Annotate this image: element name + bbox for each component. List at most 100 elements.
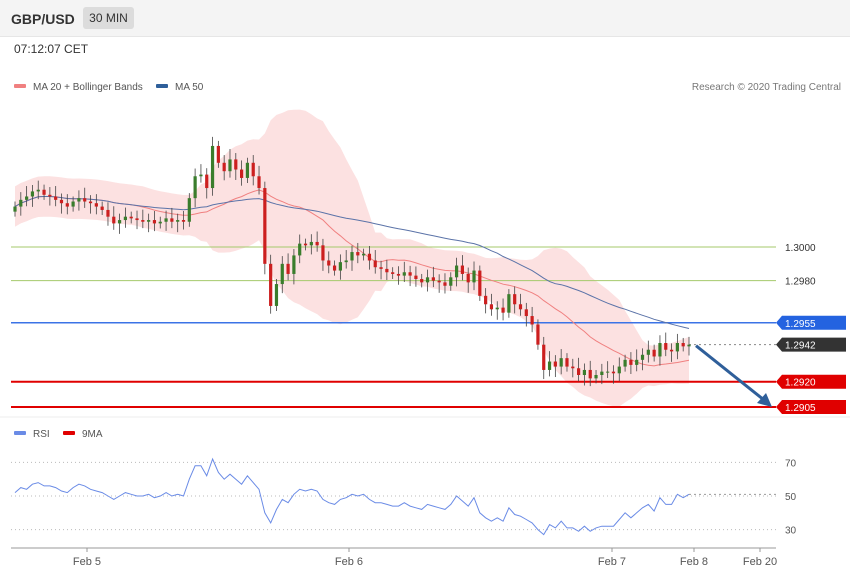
candle-body [547, 361, 552, 370]
candle-body [332, 265, 337, 271]
rsi-legend-label: RSI [33, 429, 50, 440]
candle-body [553, 361, 557, 367]
x-tick-label: Feb 20 [743, 556, 777, 568]
candle-body [478, 270, 482, 296]
candle-body [274, 284, 279, 306]
candle-body [269, 263, 273, 306]
level-tag-1.2942 [776, 337, 846, 352]
candle-body [129, 216, 133, 219]
candle-body [565, 358, 569, 367]
candle-body [257, 176, 261, 189]
candle-body [646, 349, 650, 355]
candle-body [158, 221, 162, 224]
candle-body [187, 198, 191, 222]
candle-body [234, 159, 238, 170]
candle-body [606, 371, 610, 373]
candle-body [94, 203, 98, 207]
candle-body [350, 252, 354, 261]
ma50-legend-label: MA 50 [175, 82, 204, 93]
candle-body [675, 342, 679, 352]
ma50-line [14, 196, 690, 329]
key-levels: 1.3000 1.2980 1.2955 1.2942 1.2920 1.2905 [11, 243, 846, 414]
candle-body [379, 267, 383, 269]
candle-body [623, 359, 627, 367]
level-label-1.2920: 1.2920 [785, 378, 816, 389]
candle-body [77, 198, 81, 202]
ma50-legend-swatch [156, 84, 168, 88]
level-label-1.2955: 1.2955 [785, 319, 816, 330]
candle-body [59, 199, 64, 204]
level-label-1.2905: 1.2905 [785, 403, 816, 414]
candle-body [164, 218, 168, 222]
candle-body [286, 263, 290, 274]
x-tick-label: Feb 7 [598, 556, 626, 568]
candle-body [640, 354, 645, 360]
candle-body [210, 145, 215, 189]
candle-body [65, 203, 69, 207]
candle-body [362, 253, 366, 256]
candle-body [687, 344, 691, 347]
candle-body [245, 162, 250, 178]
candle-body [19, 199, 23, 207]
candle-body [466, 273, 470, 283]
level-label-1.3000: 1.3000 [785, 243, 816, 254]
candle-body [443, 282, 447, 286]
candle-body [152, 220, 157, 224]
rsi-level-label-30: 30 [785, 526, 797, 537]
candle-body [170, 218, 174, 222]
candle-body [193, 176, 197, 199]
candle-body [106, 209, 110, 217]
candle-body [420, 278, 424, 283]
candle-body [54, 196, 58, 200]
candle-body [303, 243, 308, 246]
candle-body [542, 344, 546, 370]
candle-body [100, 206, 104, 210]
candle-body [658, 342, 662, 357]
candle-body [414, 275, 418, 279]
candle-body [292, 255, 296, 274]
credit-text: Research © 2020 Trading Central [692, 82, 841, 93]
candle-body [30, 191, 35, 197]
moving-averages [14, 189, 690, 367]
candle-body [460, 265, 464, 274]
candle-body [88, 201, 93, 204]
timeframe-button[interactable]: 30 MIN [83, 7, 134, 29]
chart-header-bar: GBP/USD 30 MIN [0, 0, 850, 37]
candle-body [48, 194, 52, 197]
rsi-line [14, 457, 690, 536]
candle-body [664, 342, 668, 350]
candle-body [431, 277, 435, 281]
candle-body [437, 280, 441, 283]
candle-body [571, 366, 575, 369]
candle-body [263, 188, 267, 264]
candle-body [117, 220, 122, 224]
candle-body [588, 369, 592, 379]
candle-body [507, 294, 511, 313]
candle-body [611, 371, 616, 374]
candle-body [629, 359, 633, 365]
candle-body [216, 145, 220, 163]
candle-body [36, 189, 40, 192]
candle-body [222, 162, 226, 172]
forecast-arrow [695, 344, 772, 407]
candle-body [518, 304, 523, 310]
candle-body [489, 304, 494, 310]
candle-body [83, 198, 87, 202]
candle-body [228, 159, 232, 172]
candle-body [530, 316, 534, 325]
candle-body [147, 220, 151, 222]
candle-body [321, 245, 325, 261]
candle-body [408, 272, 412, 276]
candle-body [385, 268, 389, 273]
candle-body [181, 220, 186, 222]
level-tag-1.2905 [776, 399, 846, 414]
candle-body [344, 260, 348, 263]
candle-body [251, 162, 255, 177]
candle-body [25, 196, 29, 200]
symbol-title: GBP/USD [11, 11, 75, 27]
candle-body [484, 295, 488, 305]
arrow-head [757, 392, 772, 407]
candle-body [652, 349, 656, 357]
candle-body [402, 272, 406, 276]
